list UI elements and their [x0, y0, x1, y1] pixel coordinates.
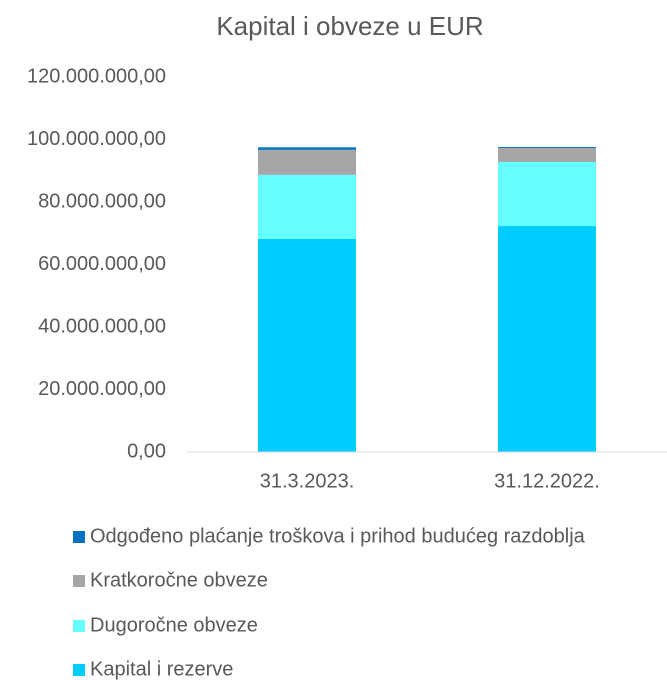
- legend-label: Odgođeno plaćanje troškova i prihod budu…: [90, 525, 586, 547]
- chart-title: Kapital i obveze u EUR: [216, 11, 483, 41]
- y-tick-label: 0,00: [127, 440, 166, 462]
- bar-segment: [498, 162, 596, 227]
- bar-segment: [258, 147, 356, 150]
- bar-segment: [498, 147, 596, 162]
- y-tick-label: 20.000.000,00: [38, 378, 166, 400]
- y-tick-label: 100.000.000,00: [27, 128, 166, 150]
- x-tick-label: 31.12.2022.: [494, 470, 600, 492]
- bar-segment: [258, 174, 356, 239]
- y-tick-label: 40.000.000,00: [38, 315, 166, 337]
- legend-label: Kratkoročne obveze: [90, 569, 268, 591]
- bar-segment: [258, 149, 356, 175]
- bar-segment: [498, 147, 596, 148]
- legend-label: Kapital i rezerve: [90, 658, 233, 680]
- bar-segment: [498, 226, 596, 452]
- y-tick-label: 120.000.000,00: [27, 65, 166, 87]
- bar-segment: [258, 238, 356, 452]
- legend-label: Dugoročne obveze: [90, 614, 258, 636]
- legend-swatch: [73, 575, 85, 587]
- legend-swatch: [73, 620, 85, 632]
- legend-swatch: [73, 664, 85, 676]
- x-tick-label: 31.3.2023.: [260, 470, 355, 492]
- y-tick-label: 80.000.000,00: [38, 190, 166, 212]
- y-tick-label: 60.000.000,00: [38, 253, 166, 275]
- legend-swatch: [73, 531, 85, 543]
